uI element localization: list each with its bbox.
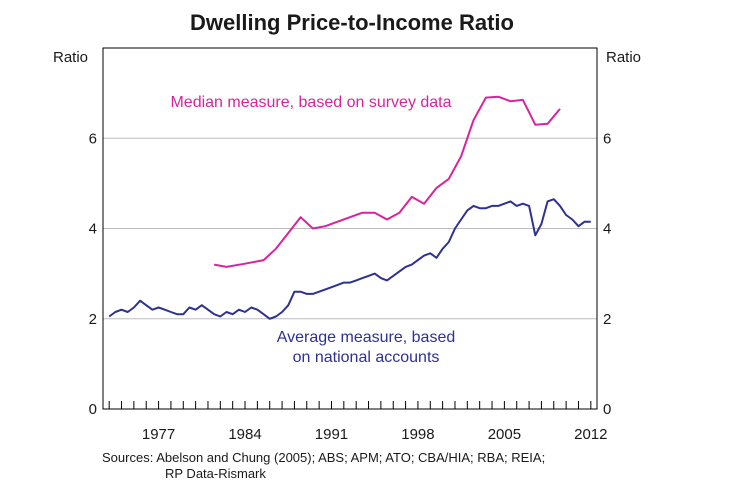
average-series-label-line-1: Average measure, based [277,329,455,346]
y-tick-label-left-6: 6 [89,130,97,147]
y-tick-label-right-2: 2 [603,311,611,328]
y-tick-label-right-4: 4 [603,221,611,238]
median-series-label: Median measure, based on survey data [170,94,451,111]
average-series-label-line-2: on national accounts [293,349,440,366]
chart-title: Dwelling Price-to-Income Ratio [190,10,514,35]
x-tick-label-2005: 2005 [488,426,521,443]
y-tick-label-left-2: 2 [89,311,97,328]
source-line-2: RP Data-Rismark [165,466,266,481]
y-tick-label-left-4: 4 [89,221,97,238]
x-tick-label-1984: 1984 [228,426,261,443]
gridlines [103,137,597,320]
y-tick-label-right-0: 0 [603,401,611,418]
x-tick-label-1991: 1991 [315,426,348,443]
y-tick-label-right-6: 6 [603,130,611,147]
y-axis-label-right: Ratio [606,49,641,66]
series-line-1 [108,198,591,320]
x-tick-label-1977: 1977 [142,426,175,443]
series-labels: Median measure, based on survey data Aver… [170,94,455,366]
x-tick-label-2012: 2012 [574,426,607,443]
plot-frame [102,47,598,410]
series-line-0 [214,95,561,268]
y-tick-label-left-0: 0 [89,401,97,418]
series-group [108,95,591,320]
axes: 0 0 2 2 4 4 6 6 1977 1984 1991 1998 2005 2012 [89,47,611,443]
source-line-1: Sources: Abelson and Chung (2005); ABS; … [102,450,545,465]
y-axis-label-left: Ratio [53,49,88,66]
x-tick-label-1998: 1998 [401,426,434,443]
